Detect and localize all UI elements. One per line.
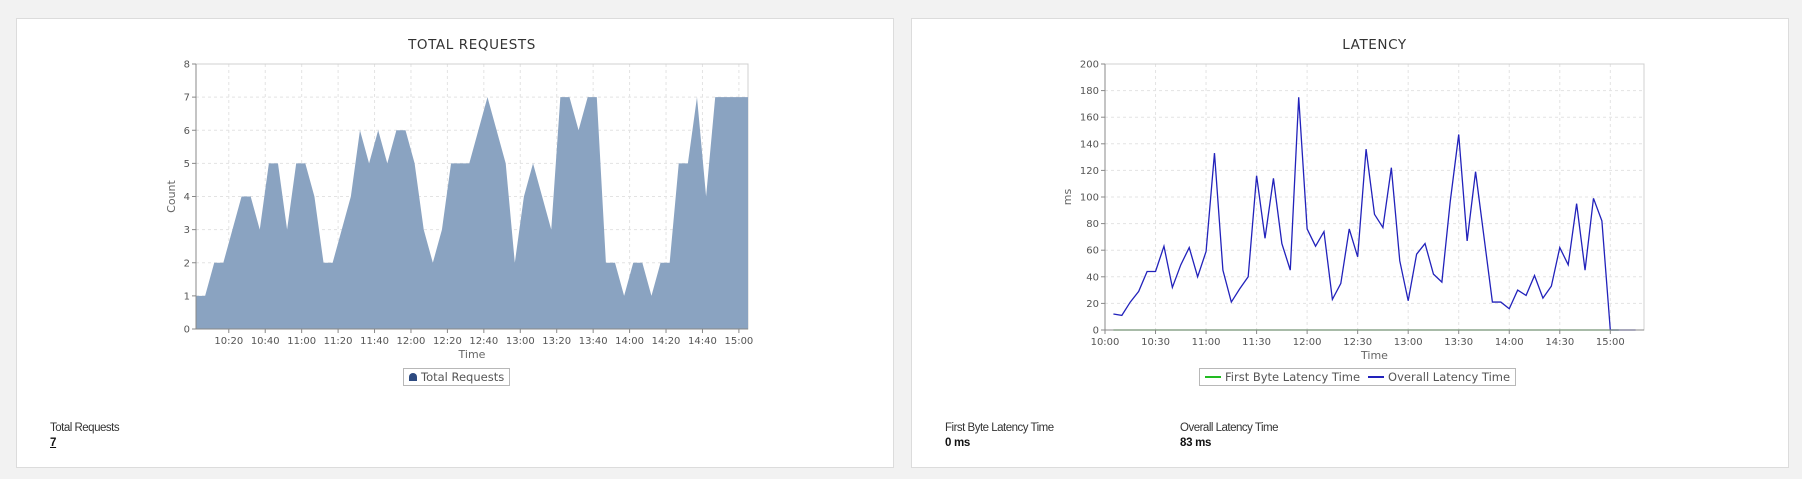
- x-tick-label: 13:00: [506, 336, 535, 347]
- x-tick-label: 12:30: [1343, 337, 1372, 348]
- legend-item-overall[interactable]: Overall Latency Time: [1368, 370, 1510, 384]
- chart-title: TOTAL REQUESTS: [407, 37, 536, 53]
- x-tick-label: 11:20: [324, 336, 353, 347]
- legend-item-first-byte[interactable]: First Byte Latency Time: [1205, 370, 1360, 384]
- area-series-total-requests: [196, 97, 748, 329]
- y-tick-label: 0: [1093, 326, 1099, 337]
- x-tick-label: 11:40: [360, 336, 389, 347]
- x-tick-label: 13:40: [579, 336, 608, 347]
- stat-value-link[interactable]: 7: [50, 437, 57, 449]
- x-tick-label: 14:40: [688, 336, 717, 347]
- x-tick-label: 14:00: [1495, 337, 1524, 348]
- y-tick-label: 5: [184, 159, 190, 170]
- latency-legend[interactable]: First Byte Latency Time Overall Latency …: [1199, 368, 1517, 386]
- y-tick-label: 0: [184, 325, 190, 336]
- x-tick-label: 14:30: [1545, 337, 1574, 348]
- blue-line-swatch-icon: [1368, 376, 1385, 378]
- x-tick-label: 10:00: [1091, 337, 1120, 348]
- x-tick-label: 12:00: [1293, 337, 1322, 348]
- x-axis-label: Time: [458, 348, 486, 359]
- y-tick-label: 7: [184, 93, 190, 104]
- chart-title: LATENCY: [1342, 37, 1407, 53]
- y-tick-label: 1: [184, 291, 190, 302]
- stat-label: Overall Latency Time: [1180, 422, 1279, 434]
- y-tick-label: 140: [1080, 139, 1099, 150]
- latency-panel: LATENCY 0 20 40 60 80 100 120 140 160 180 200 10:00 1…: [911, 18, 1789, 468]
- x-tick-label: 12:20: [433, 336, 462, 347]
- x-tick-label: 13:30: [1444, 337, 1473, 348]
- x-tick-label: 10:20: [214, 336, 243, 347]
- y-tick-label: 180: [1080, 86, 1099, 97]
- overall-latency-stat: Overall Latency Time 83 ms: [1180, 422, 1279, 449]
- green-line-swatch-icon: [1205, 376, 1221, 378]
- x-tick-label: 12:00: [397, 336, 426, 347]
- total-requests-panel: TOTAL REQUESTS 0 1 2 3 4 5 6 7 8 10:20 10:40 11:00 11…: [16, 18, 894, 468]
- y-tick-label: 60: [1086, 246, 1099, 257]
- y-tick-label: 20: [1086, 299, 1099, 310]
- x-tick-label: 12:40: [469, 336, 498, 347]
- legend-label: First Byte Latency Time: [1225, 370, 1361, 384]
- x-tick-label: 10:30: [1141, 337, 1170, 348]
- x-tick-label: 11:00: [1192, 337, 1221, 348]
- total-requests-chart: TOTAL REQUESTS 0 1 2 3 4 5 6 7 8 10:20 10:40 11:00 11…: [165, 37, 753, 359]
- x-tick-label: 11:00: [287, 336, 316, 347]
- y-tick-label: 2: [184, 258, 190, 269]
- stat-value: 83 ms: [1180, 437, 1212, 449]
- legend-label: Overall Latency Time: [1388, 370, 1511, 384]
- x-tick-label: 14:00: [615, 336, 644, 347]
- y-axis-label: Count: [165, 179, 178, 212]
- legend-label: Total Requests: [421, 370, 505, 384]
- y-axis-label: ms: [1061, 189, 1074, 206]
- total-requests-stat: Total Requests 7: [50, 422, 120, 449]
- x-tick-label: 13:20: [542, 336, 571, 347]
- legend-item-total-requests[interactable]: Total Requests: [409, 370, 504, 384]
- y-tick-label: 8: [184, 60, 190, 71]
- y-tick-label: 4: [184, 192, 190, 203]
- x-tick-label: 14:20: [652, 336, 681, 347]
- area-swatch-icon: [409, 373, 417, 381]
- line-series-overall: [1113, 97, 1636, 331]
- first-byte-latency-stat: First Byte Latency Time 0 ms: [945, 422, 1054, 449]
- y-tick-label: 40: [1086, 272, 1099, 283]
- x-tick-label: 11:30: [1242, 337, 1271, 348]
- y-tick-label: 6: [184, 126, 190, 137]
- latency-chart: LATENCY 0 20 40 60 80 100 120 140 160 180 200 10:00 1…: [1061, 37, 1645, 359]
- stat-value: 0 ms: [945, 437, 971, 449]
- stat-label: Total Requests: [50, 422, 120, 434]
- x-tick-label: 10:40: [251, 336, 280, 347]
- x-tick-label: 15:00: [724, 336, 753, 347]
- y-tick-label: 120: [1080, 166, 1099, 177]
- y-tick-label: 160: [1080, 113, 1099, 124]
- total-requests-legend[interactable]: Total Requests: [403, 368, 511, 386]
- y-tick-label: 80: [1086, 219, 1099, 230]
- x-tick-label: 13:00: [1394, 337, 1423, 348]
- x-axis-label: Time: [1360, 349, 1388, 359]
- y-tick-label: 3: [184, 225, 190, 236]
- y-tick-label: 100: [1080, 193, 1099, 204]
- x-tick-label: 15:00: [1596, 337, 1625, 348]
- y-tick-label: 200: [1080, 60, 1099, 71]
- stat-label: First Byte Latency Time: [945, 422, 1054, 434]
